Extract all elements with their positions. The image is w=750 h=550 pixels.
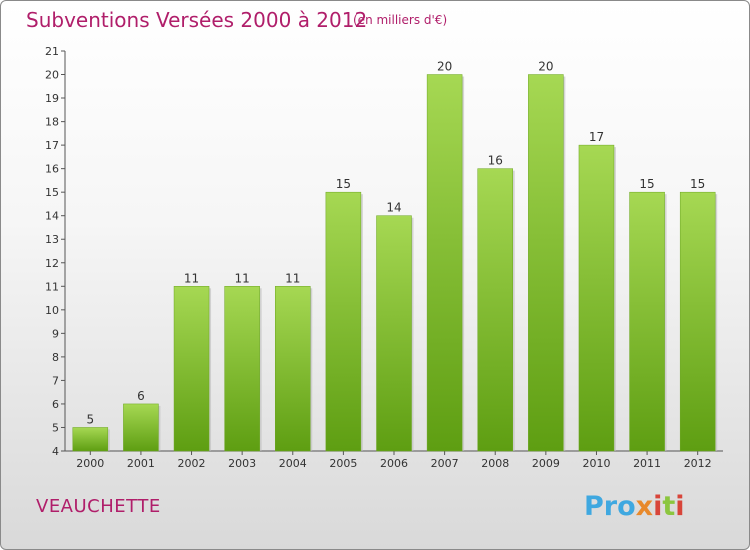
- x-tick-label: 2000: [76, 457, 104, 470]
- brand-logo: Proxiti: [584, 491, 685, 522]
- y-tick-label: 15: [45, 186, 59, 199]
- x-tick-label: 2006: [380, 457, 408, 470]
- bar-value-label: 6: [137, 389, 145, 403]
- bar-value-label: 17: [589, 130, 604, 144]
- y-tick-label: 6: [52, 398, 59, 411]
- x-tick-label: 2009: [532, 457, 560, 470]
- bar-value-label: 20: [538, 60, 553, 74]
- bar-value-label: 15: [639, 177, 654, 191]
- x-tick-label: 2002: [178, 457, 206, 470]
- y-tick-label: 20: [45, 69, 59, 82]
- y-tick-label: 7: [52, 374, 59, 387]
- x-tick-label: 2010: [582, 457, 610, 470]
- bar-2012: [679, 191, 716, 452]
- bar-value-label: 20: [437, 60, 452, 74]
- bar-2003: [224, 286, 260, 452]
- y-tick-label: 8: [52, 351, 59, 364]
- y-tick-label: 12: [45, 257, 59, 270]
- bar-2005: [325, 191, 362, 452]
- chart-title: Subventions Versées 2000 à 2012: [26, 8, 368, 32]
- bar-value-label: 11: [235, 271, 250, 285]
- y-tick-label: 5: [52, 421, 59, 434]
- bar-2002: [173, 286, 210, 452]
- bar-value-label: 5: [86, 412, 94, 426]
- x-tick-label: 2005: [329, 457, 357, 470]
- y-tick-label: 13: [45, 233, 59, 246]
- bar-2006: [376, 215, 412, 452]
- y-tick-label: 16: [45, 163, 59, 176]
- x-tick-label: 2008: [481, 457, 509, 470]
- x-tick-label: 2001: [127, 457, 155, 470]
- bar-2001: [123, 403, 159, 452]
- x-tick-label: 2011: [633, 457, 661, 470]
- y-tick-label: 21: [45, 45, 59, 58]
- bar-value-label: 15: [336, 177, 351, 191]
- bar-value-label: 15: [690, 177, 705, 191]
- x-tick-label: 2007: [431, 457, 459, 470]
- y-tick-label: 18: [45, 116, 59, 129]
- bar-value-label: 11: [285, 271, 300, 285]
- x-tick-label: 2003: [228, 457, 256, 470]
- y-tick-label: 4: [52, 445, 59, 458]
- y-tick-label: 11: [45, 280, 59, 293]
- chart-unit: (en milliers d'€): [353, 13, 448, 27]
- y-tick-label: 19: [45, 92, 59, 105]
- bar-2000: [72, 427, 109, 452]
- bar-value-label: 14: [386, 201, 401, 215]
- bar-2008: [477, 168, 513, 452]
- bar-2011: [629, 191, 665, 452]
- x-tick-label: 2012: [684, 457, 712, 470]
- x-tick-label: 2004: [279, 457, 307, 470]
- y-tick-label: 17: [45, 139, 59, 152]
- y-tick-label: 9: [52, 327, 59, 340]
- bar-value-label: 16: [488, 154, 503, 168]
- bar-value-label: 11: [184, 271, 199, 285]
- commune-name: VEAUCHETTE: [36, 496, 161, 517]
- bar-2010: [578, 144, 615, 452]
- y-tick-label: 10: [45, 304, 59, 317]
- bar-2009: [528, 74, 564, 452]
- bar-2007: [426, 74, 463, 452]
- y-tick-label: 14: [45, 210, 59, 223]
- bar-2004: [275, 286, 311, 452]
